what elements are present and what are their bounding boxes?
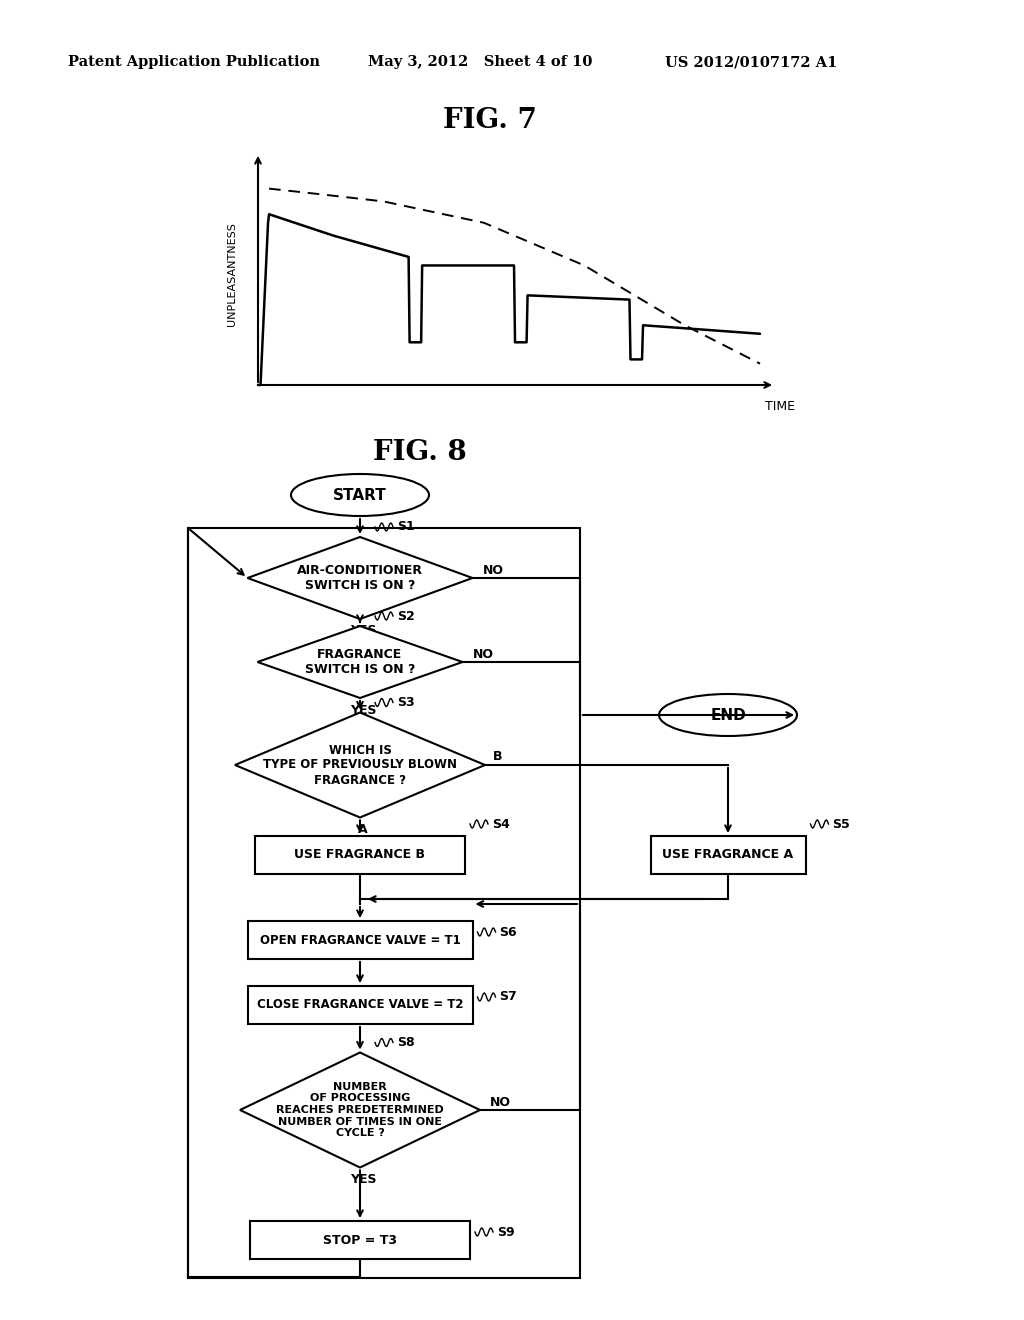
Text: YES: YES <box>350 704 376 717</box>
Text: US 2012/0107172 A1: US 2012/0107172 A1 <box>665 55 838 69</box>
Text: S6: S6 <box>500 925 517 939</box>
Ellipse shape <box>291 474 429 516</box>
Bar <box>650 836 806 874</box>
Text: S5: S5 <box>833 817 850 830</box>
Text: S7: S7 <box>500 990 517 1003</box>
Polygon shape <box>248 537 472 619</box>
Ellipse shape <box>659 694 797 737</box>
Text: A: A <box>358 822 368 836</box>
Text: FIG. 8: FIG. 8 <box>373 440 467 466</box>
Text: FRAGRANCE
SWITCH IS ON ?: FRAGRANCE SWITCH IS ON ? <box>305 648 415 676</box>
Text: WHICH IS
TYPE OF PREVIOUSLY BLOWN
FRAGRANCE ?: WHICH IS TYPE OF PREVIOUSLY BLOWN FRAGRA… <box>263 743 457 787</box>
Text: OPEN FRAGRANCE VALVE = T1: OPEN FRAGRANCE VALVE = T1 <box>260 933 461 946</box>
Text: STOP = T3: STOP = T3 <box>323 1233 397 1246</box>
Text: UNPLEASANTNESS: UNPLEASANTNESS <box>227 222 237 326</box>
Text: AIR-CONDITIONER
SWITCH IS ON ?: AIR-CONDITIONER SWITCH IS ON ? <box>297 564 423 591</box>
Bar <box>255 836 465 874</box>
Text: TIME: TIME <box>765 400 795 413</box>
Bar <box>250 1221 470 1259</box>
Bar <box>188 528 580 1278</box>
Polygon shape <box>240 1052 480 1167</box>
Text: YES: YES <box>350 624 376 638</box>
Text: YES: YES <box>350 1173 376 1185</box>
Text: USE FRAGRANCE A: USE FRAGRANCE A <box>663 849 794 862</box>
Text: S9: S9 <box>497 1225 515 1238</box>
Text: NO: NO <box>472 648 494 660</box>
Text: NUMBER
OF PROCESSING
REACHES PREDETERMINED
NUMBER OF TIMES IN ONE
CYCLE ?: NUMBER OF PROCESSING REACHES PREDETERMIN… <box>276 1082 443 1138</box>
Text: NO: NO <box>490 1096 511 1109</box>
Text: B: B <box>493 751 503 763</box>
Bar <box>248 921 472 960</box>
Text: May 3, 2012   Sheet 4 of 10: May 3, 2012 Sheet 4 of 10 <box>368 55 592 69</box>
Text: S3: S3 <box>397 696 415 709</box>
Text: END: END <box>710 708 745 722</box>
Text: START: START <box>333 487 387 503</box>
Text: FIG. 7: FIG. 7 <box>443 107 537 133</box>
Text: S2: S2 <box>397 610 415 623</box>
Text: USE FRAGRANCE B: USE FRAGRANCE B <box>295 849 426 862</box>
Text: Patent Application Publication: Patent Application Publication <box>68 55 319 69</box>
Text: NO: NO <box>482 564 504 577</box>
Text: S8: S8 <box>397 1036 415 1049</box>
Text: S4: S4 <box>492 817 510 830</box>
Bar <box>248 986 472 1024</box>
Text: CLOSE FRAGRANCE VALVE = T2: CLOSE FRAGRANCE VALVE = T2 <box>257 998 463 1011</box>
Text: S1: S1 <box>397 520 415 533</box>
Polygon shape <box>257 626 463 698</box>
Polygon shape <box>234 713 485 817</box>
